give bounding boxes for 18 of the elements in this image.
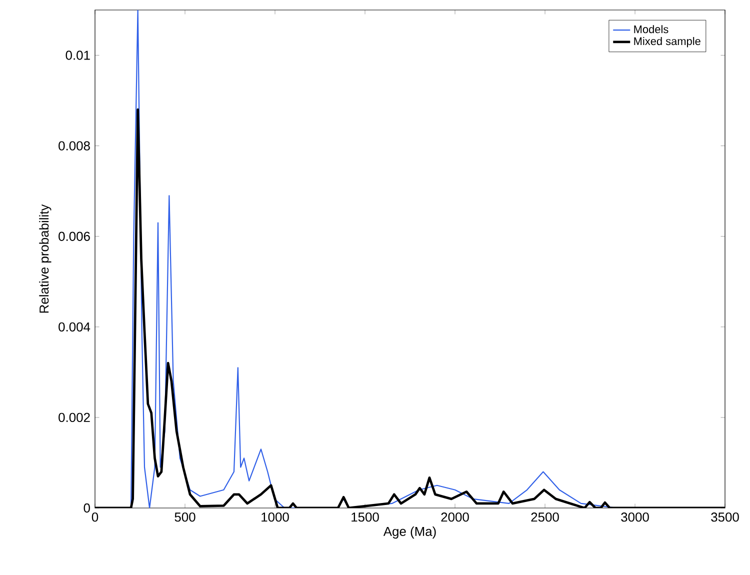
- x-tick-label: 1000: [262, 512, 289, 522]
- x-tick-label: 2000: [441, 512, 469, 522]
- x-tick-label: 2500: [531, 512, 559, 522]
- x-axis-title: Age (Ma): [383, 526, 436, 539]
- legend-label: Mixed sample: [634, 37, 700, 48]
- y-tick-label: 0.006: [58, 232, 90, 241]
- legend-label: Models: [634, 25, 668, 34]
- x-tick-label: 3500: [711, 512, 739, 522]
- y-tick-label: 0.002: [58, 412, 90, 422]
- y-tick-label: 0.01: [66, 50, 90, 60]
- y-tick-label: 0.008: [58, 141, 90, 150]
- x-tick-label: 3000: [621, 512, 649, 522]
- y-tick-label: 0: [84, 503, 90, 513]
- x-tick-label: 1500: [352, 512, 379, 522]
- y-axis-title: Relative probability: [39, 204, 52, 313]
- x-tick-label: 500: [174, 512, 196, 522]
- y-tick-label: 0.004: [58, 322, 90, 332]
- x-tick-label: 0: [92, 512, 98, 522]
